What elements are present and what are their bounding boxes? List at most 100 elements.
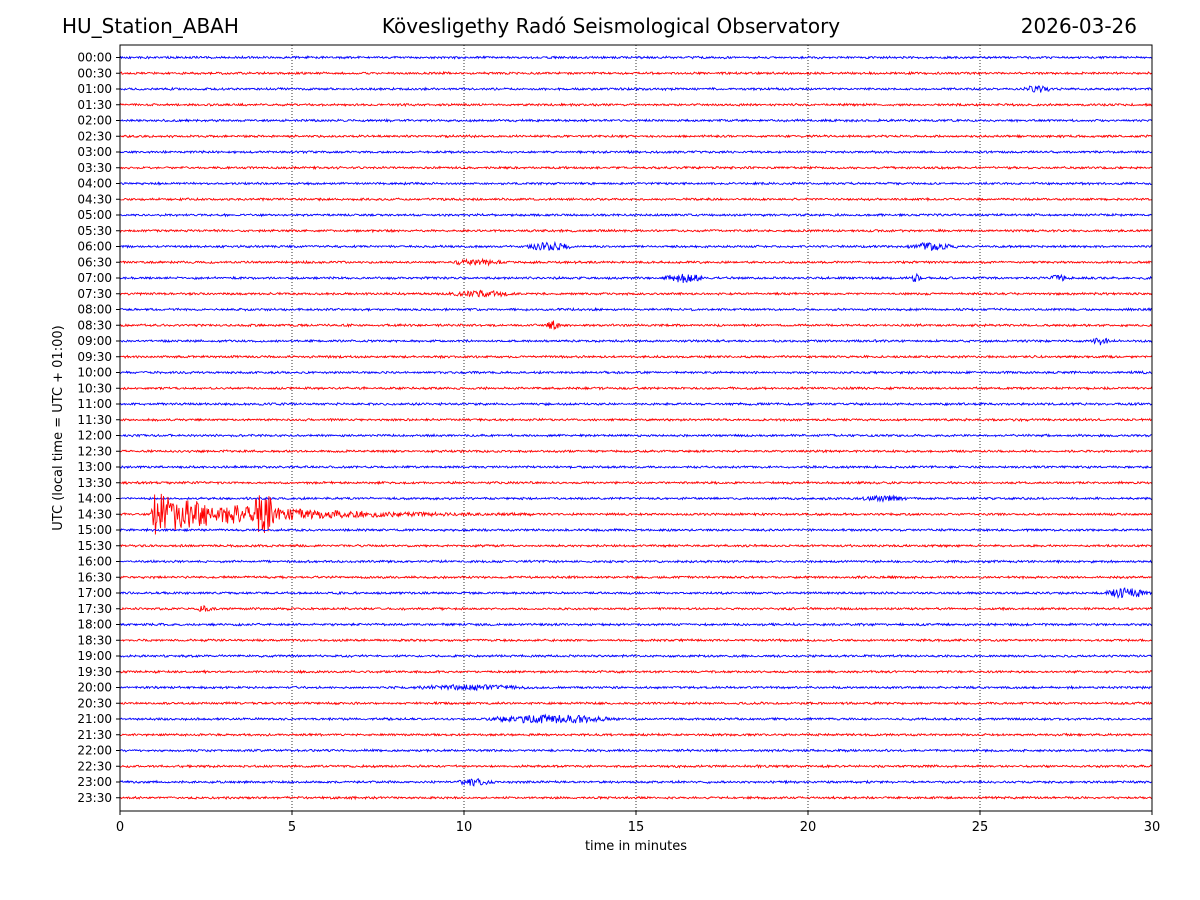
trace-10:30: [120, 385, 1152, 391]
y-tick-label-15:30: 15:30: [77, 539, 112, 553]
y-axis-label: UTC (local time = UTC + 01:00): [51, 325, 66, 530]
y-tick-label-14:30: 14:30: [77, 507, 112, 521]
grid-lines: [291, 45, 981, 811]
trace-23:30: [120, 795, 1152, 801]
y-tick-label-08:30: 08:30: [77, 318, 112, 332]
trace-08:00: [120, 306, 1152, 312]
y-tick-label-17:00: 17:00: [77, 586, 112, 600]
trace-16:30: [120, 574, 1152, 580]
y-tick-label-04:00: 04:00: [77, 177, 112, 191]
y-tick-label-12:30: 12:30: [77, 444, 112, 458]
trace-19:00: [120, 653, 1152, 659]
y-tick-label-06:30: 06:30: [77, 255, 112, 269]
trace-11:30: [120, 417, 1152, 423]
trace-01:00: [120, 85, 1152, 93]
trace-15:00: [120, 527, 1152, 533]
y-tick-label-20:00: 20:00: [77, 681, 112, 695]
y-tick-label-19:00: 19:00: [77, 649, 112, 663]
y-tick-label-09:00: 09:00: [77, 334, 112, 348]
y-tick-label-11:30: 11:30: [77, 413, 112, 427]
trace-17:00: [120, 587, 1152, 600]
trace-16:00: [120, 559, 1152, 565]
trace-00:30: [120, 70, 1152, 76]
trace-15:30: [120, 543, 1152, 549]
y-tick-label-13:00: 13:00: [77, 460, 112, 474]
trace-10:00: [120, 369, 1152, 375]
y-tick-label-17:30: 17:30: [77, 602, 112, 616]
x-tick-label-5: 5: [288, 820, 296, 835]
y-tick-label-04:30: 04:30: [77, 192, 112, 206]
x-tick-label-20: 20: [800, 820, 817, 835]
trace-18:00: [120, 622, 1152, 627]
trace-01:30: [120, 102, 1152, 108]
y-tick-label-01:00: 01:00: [77, 82, 112, 96]
y-tick-label-21:30: 21:30: [77, 728, 112, 742]
trace-07:30: [120, 289, 1152, 298]
y-tick-label-20:30: 20:30: [77, 696, 112, 710]
y-tick-label-23:30: 23:30: [77, 791, 112, 805]
trace-23:00: [120, 777, 1152, 787]
trace-02:00: [120, 117, 1152, 124]
y-tick-label-03:30: 03:30: [77, 161, 112, 175]
trace-17:30: [120, 604, 1152, 612]
y-tick-label-18:30: 18:30: [77, 633, 112, 647]
y-tick-label-13:30: 13:30: [77, 476, 112, 490]
y-tick-label-07:00: 07:00: [77, 271, 112, 285]
y-tick-label-07:30: 07:30: [77, 287, 112, 301]
x-axis-label: time in minutes: [585, 839, 687, 854]
trace-14:30: [120, 493, 1152, 535]
y-tick-label-03:00: 03:00: [77, 145, 112, 159]
y-tick-label-09:30: 09:30: [77, 350, 112, 364]
y-tick-label-16:30: 16:30: [77, 570, 112, 584]
trace-03:00: [120, 149, 1152, 155]
y-tick-label-22:00: 22:00: [77, 744, 112, 758]
trace-02:30: [120, 133, 1152, 139]
y-tick-label-02:00: 02:00: [77, 114, 112, 128]
x-tick-label-0: 0: [116, 820, 124, 835]
observatory-title: Kövesligethy Radó Seismological Observat…: [381, 14, 841, 38]
trace-21:30: [120, 732, 1152, 738]
y-tick-label-06:00: 06:00: [77, 240, 112, 254]
trace-12:00: [120, 433, 1152, 438]
y-tick-label-16:00: 16:00: [77, 555, 112, 569]
trace-20:30: [120, 700, 1152, 706]
y-tick-label-15:00: 15:00: [77, 523, 112, 537]
recording-date: 2026-03-26: [1020, 14, 1137, 38]
trace-09:30: [120, 354, 1152, 360]
trace-22:30: [120, 763, 1152, 769]
y-tick-label-05:30: 05:30: [77, 224, 112, 238]
y-tick-label-00:00: 00:00: [77, 51, 112, 65]
trace-00:00: [120, 55, 1152, 60]
y-tick-label-01:30: 01:30: [77, 98, 112, 112]
trace-03:30: [120, 165, 1152, 171]
trace-06:30: [120, 257, 1152, 267]
station-name: HU_Station_ABAH: [62, 14, 239, 38]
y-tick-label-12:00: 12:00: [77, 429, 112, 443]
y-tick-label-00:30: 00:30: [77, 66, 112, 80]
trace-13:00: [120, 464, 1152, 470]
trace-20:00: [120, 683, 1152, 692]
y-tick-label-05:00: 05:00: [77, 208, 112, 222]
y-tick-label-21:00: 21:00: [77, 712, 112, 726]
trace-08:30: [120, 320, 1152, 331]
y-tick-label-22:30: 22:30: [77, 759, 112, 773]
seismic-traces: [120, 55, 1152, 801]
y-tick-label-10:00: 10:00: [77, 366, 112, 380]
x-tick-label-25: 25: [972, 820, 989, 835]
y-tick-label-18:00: 18:00: [77, 618, 112, 632]
trace-04:00: [120, 180, 1152, 187]
trace-14:00: [120, 494, 1152, 503]
trace-21:00: [120, 713, 1152, 724]
trace-18:30: [120, 637, 1152, 643]
y-tick-label-08:00: 08:00: [77, 303, 112, 317]
y-tick-label-23:00: 23:00: [77, 775, 112, 789]
trace-06:00: [120, 240, 1152, 252]
x-tick-label-15: 15: [628, 820, 645, 835]
trace-19:30: [120, 669, 1152, 675]
x-tick-label-30: 30: [1144, 820, 1161, 835]
trace-04:30: [120, 196, 1152, 202]
trace-09:00: [120, 337, 1152, 346]
y-tick-label-02:30: 02:30: [77, 129, 112, 143]
